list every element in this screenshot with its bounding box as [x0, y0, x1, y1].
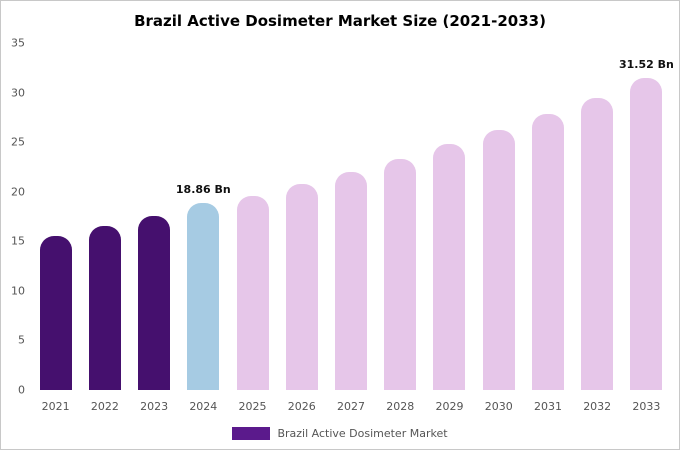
bar-column [573, 43, 622, 390]
x-tick-label: 2023 [140, 400, 169, 413]
bar-column: 18.86 Bn [176, 43, 231, 390]
x-axis: 2021 2022 2023 2024 2025 2026 2027 2028 2029 2030… [31, 400, 671, 413]
y-tick-label: 0 [18, 383, 25, 397]
bar-column [129, 43, 178, 390]
y-tick-label: 15 [11, 234, 25, 248]
y-tick-label: 5 [18, 333, 25, 347]
plot-area: 18.86 Bn 31.52 Bn [31, 43, 674, 390]
bar-2031 [531, 114, 564, 390]
bar-column [80, 43, 129, 390]
legend-label: Brazil Active Dosimeter Market [277, 427, 448, 440]
x-tick-label: 2024 [189, 400, 218, 413]
bar-2026 [285, 183, 318, 390]
x-tick-label: 2025 [238, 400, 267, 413]
bar-column [425, 43, 474, 390]
x-tick-label: 2033 [632, 400, 661, 413]
chart-title: Brazil Active Dosimeter Market Size (202… [134, 12, 546, 30]
bar-column [326, 43, 375, 390]
bar-2027 [335, 171, 368, 390]
bars-container: 18.86 Bn 31.52 Bn [31, 43, 674, 390]
data-label-2024: 18.86 Bn [175, 183, 231, 197]
bar-2024: 18.86 Bn [176, 183, 231, 390]
x-tick-label: 2027 [337, 400, 366, 413]
bar-column [474, 43, 523, 390]
x-tick-label: 2031 [533, 400, 562, 413]
x-tick-label: 2026 [287, 400, 316, 413]
bar-2033: 31.52 Bn [619, 58, 674, 390]
bar-2023 [138, 215, 171, 390]
x-tick-label: 2030 [484, 400, 513, 413]
bar-2028 [384, 159, 417, 390]
bar-column [228, 43, 277, 390]
y-tick-label: 25 [11, 135, 25, 149]
y-tick-label: 10 [11, 284, 25, 298]
bar-2030 [482, 130, 515, 390]
bar-column [523, 43, 572, 390]
y-axis: 0 5 10 15 20 25 30 35 [3, 37, 27, 397]
bar-2022 [88, 226, 121, 390]
y-tick-label: 30 [11, 86, 25, 100]
bar-2032 [581, 97, 614, 390]
bar-2025 [236, 195, 269, 390]
bar-2021 [39, 236, 72, 390]
y-tick-label: 20 [11, 185, 25, 199]
bar-column: 31.52 Bn [619, 43, 674, 390]
x-tick-label: 2028 [386, 400, 415, 413]
y-tick-label: 35 [11, 36, 25, 50]
x-tick-label: 2032 [583, 400, 612, 413]
x-tick-label: 2021 [41, 400, 70, 413]
legend-swatch [232, 427, 271, 440]
bar-column [31, 43, 80, 390]
data-label-2033: 31.52 Bn [619, 57, 674, 71]
bar-2029 [433, 144, 466, 390]
legend: Brazil Active Dosimeter Market [1, 427, 679, 440]
x-tick-label: 2029 [435, 400, 464, 413]
bar-column [376, 43, 425, 390]
x-tick-label: 2022 [90, 400, 119, 413]
bar-column [277, 43, 326, 390]
